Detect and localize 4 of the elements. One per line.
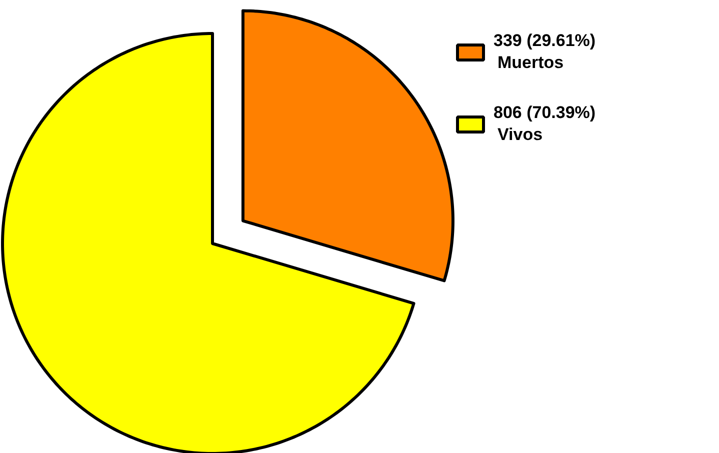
data-label: 806 (70.39%) xyxy=(494,103,596,122)
legend-label: Muertos xyxy=(498,53,564,72)
data-label: 339 (29.61%) xyxy=(494,31,596,50)
legend-label: Vivos xyxy=(498,125,543,144)
